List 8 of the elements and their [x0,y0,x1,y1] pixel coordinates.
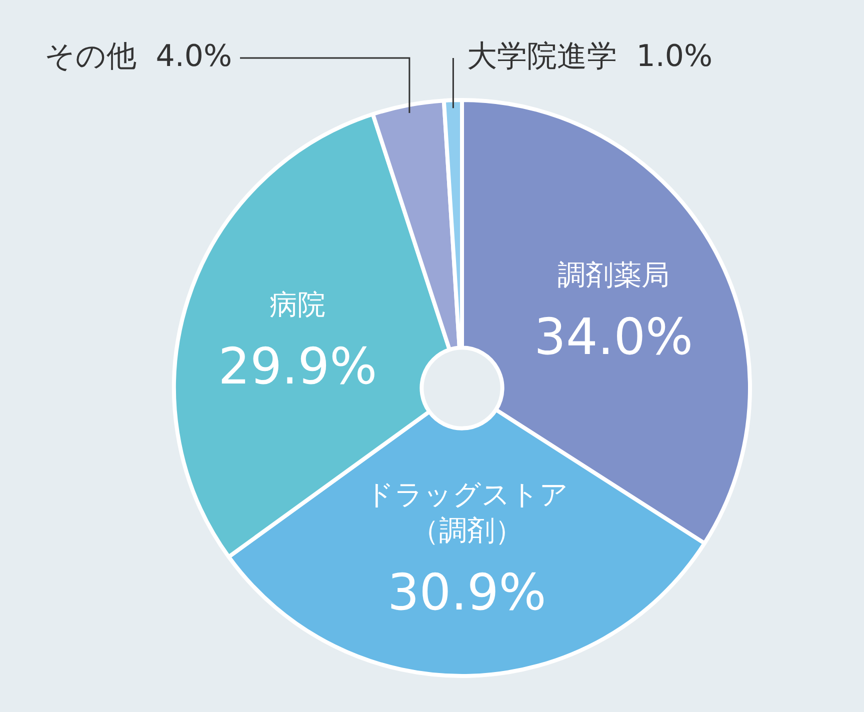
slice-label: 大学院進学 1.0% [467,38,712,74]
slice-label: 調剤薬局 [558,258,670,292]
data-label: 30.9% [387,564,546,622]
slice-label: その他 4.0% [44,38,232,74]
data-label: 29.9% [218,337,378,396]
slice-label: ドラッグストア（調剤） [365,478,568,548]
data-label: 34.0% [534,308,694,366]
slice-label: 病院 [270,288,326,321]
